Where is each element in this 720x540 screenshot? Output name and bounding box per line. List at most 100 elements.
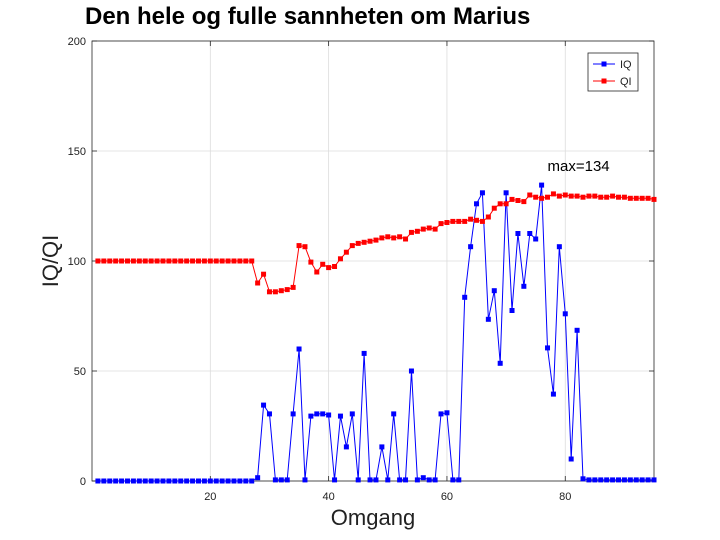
data-point-iq [515, 231, 521, 236]
data-point-qi [154, 258, 160, 264]
data-point-qi [349, 243, 355, 249]
data-point-qi [450, 218, 456, 224]
data-point-qi [651, 196, 657, 202]
data-point-qi [332, 264, 338, 269]
data-point-qi [113, 258, 119, 264]
data-point-qi [166, 258, 172, 264]
data-point-qi [178, 258, 184, 264]
data-point-iq [533, 236, 539, 242]
data-point-iq [136, 478, 142, 484]
data-point-iq [408, 368, 414, 374]
data-point-qi [556, 193, 562, 199]
data-point-iq [219, 478, 225, 484]
data-point-qi [320, 261, 326, 267]
data-point-iq [586, 477, 592, 483]
data-point-iq [598, 477, 604, 483]
legend-label-iq: IQ [620, 59, 632, 71]
data-point-iq [550, 391, 556, 397]
data-point-qi [568, 193, 574, 199]
y-tick-label: 100 [68, 256, 86, 268]
data-point-qi [527, 192, 533, 198]
data-point-qi [379, 235, 385, 241]
data-point-qi [580, 194, 586, 200]
data-point-qi [391, 235, 397, 241]
data-point-iq [438, 411, 444, 417]
data-point-iq [497, 360, 503, 366]
data-point-iq [296, 346, 302, 352]
data-point-qi [219, 258, 225, 264]
data-point-qi [574, 193, 580, 199]
data-point-iq [231, 478, 237, 484]
data-point-iq [272, 477, 278, 483]
data-point-iq [142, 478, 148, 484]
data-point-iq [604, 477, 610, 483]
legend-box [587, 52, 639, 92]
data-point-iq [195, 478, 201, 484]
data-point-iq [556, 244, 562, 250]
data-point-qi [403, 236, 409, 242]
data-point-iq [420, 475, 426, 481]
data-point-iq [278, 477, 284, 483]
data-point-iq [213, 478, 219, 484]
data-point-iq [308, 413, 314, 419]
x-tick-label: 20 [204, 491, 216, 503]
data-point-iq [509, 308, 515, 313]
data-point-qi [414, 228, 420, 234]
data-point-qi [468, 216, 474, 222]
data-point-qi [639, 195, 645, 201]
data-point-qi [160, 258, 166, 264]
data-point-iq [580, 476, 586, 482]
data-point-qi [201, 258, 207, 264]
data-point-iq [178, 478, 184, 484]
data-point-qi [225, 258, 231, 264]
data-point-iq [326, 412, 332, 418]
y-tick-label: 50 [74, 366, 86, 378]
data-point-qi [503, 201, 509, 207]
data-point-iq [468, 244, 474, 250]
data-point-iq [651, 477, 657, 483]
data-point-iq [521, 283, 527, 289]
data-point-iq [130, 478, 136, 484]
y-axis-label: IQ/QI [38, 235, 63, 288]
data-point-iq [332, 477, 338, 483]
data-point-iq [166, 478, 172, 484]
series-line-qi [97, 193, 655, 293]
data-point-iq [243, 478, 249, 484]
data-point-iq [113, 478, 119, 484]
data-point-qi [408, 229, 414, 235]
data-point-iq [562, 311, 568, 317]
data-point-qi [633, 195, 639, 201]
data-point-iq [474, 201, 480, 207]
data-point-iq [349, 411, 355, 417]
data-point-qi [627, 195, 633, 201]
data-point-qi [432, 226, 438, 232]
y-tick-label: 150 [68, 146, 86, 158]
data-point-qi [124, 258, 130, 264]
data-point-iq [545, 345, 551, 351]
data-point-qi [343, 249, 349, 255]
data-point-iq [450, 477, 456, 483]
data-point-qi [237, 258, 243, 264]
data-point-qi [521, 199, 527, 205]
data-point-qi [302, 244, 308, 250]
legend-label-qi: QI [620, 76, 632, 88]
data-point-iq [337, 413, 343, 419]
data-point-qi [207, 258, 213, 264]
data-point-iq [456, 477, 462, 483]
data-point-iq [355, 477, 361, 483]
data-point-iq [621, 477, 627, 483]
data-point-iq [119, 478, 125, 484]
data-point-qi [533, 194, 539, 200]
data-point-qi [314, 269, 320, 275]
data-point-iq [391, 411, 397, 417]
data-point-qi [337, 256, 343, 262]
data-point-iq [379, 444, 385, 450]
data-point-iq [320, 411, 326, 417]
data-point-qi [474, 217, 480, 223]
data-point-qi [266, 289, 272, 295]
data-point-iq [627, 477, 633, 483]
data-point-qi [148, 258, 154, 264]
data-point-iq [225, 478, 231, 484]
data-point-qi [361, 239, 367, 245]
